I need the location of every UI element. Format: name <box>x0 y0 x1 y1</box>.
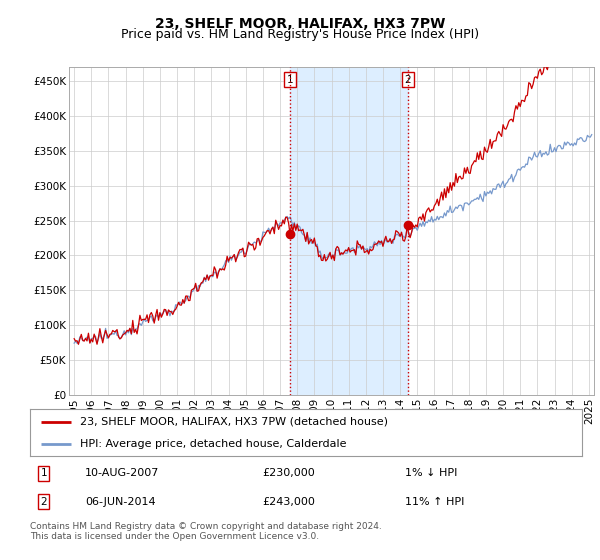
Text: 2: 2 <box>40 497 47 507</box>
Text: 06-JUN-2014: 06-JUN-2014 <box>85 497 156 507</box>
Text: 1: 1 <box>40 468 47 478</box>
Text: £243,000: £243,000 <box>262 497 315 507</box>
Text: 2: 2 <box>404 74 411 85</box>
Text: Price paid vs. HM Land Registry's House Price Index (HPI): Price paid vs. HM Land Registry's House … <box>121 28 479 41</box>
Text: 23, SHELF MOOR, HALIFAX, HX3 7PW (detached house): 23, SHELF MOOR, HALIFAX, HX3 7PW (detach… <box>80 417 388 427</box>
Bar <box>290 67 407 395</box>
Text: 11% ↑ HPI: 11% ↑ HPI <box>406 497 465 507</box>
Text: 10-AUG-2007: 10-AUG-2007 <box>85 468 160 478</box>
Text: 23, SHELF MOOR, HALIFAX, HX3 7PW: 23, SHELF MOOR, HALIFAX, HX3 7PW <box>155 17 445 31</box>
Text: 1: 1 <box>287 74 293 85</box>
Text: £230,000: £230,000 <box>262 468 314 478</box>
Text: Contains HM Land Registry data © Crown copyright and database right 2024.
This d: Contains HM Land Registry data © Crown c… <box>30 522 382 542</box>
Text: HPI: Average price, detached house, Calderdale: HPI: Average price, detached house, Cald… <box>80 438 346 449</box>
Text: 1% ↓ HPI: 1% ↓ HPI <box>406 468 458 478</box>
